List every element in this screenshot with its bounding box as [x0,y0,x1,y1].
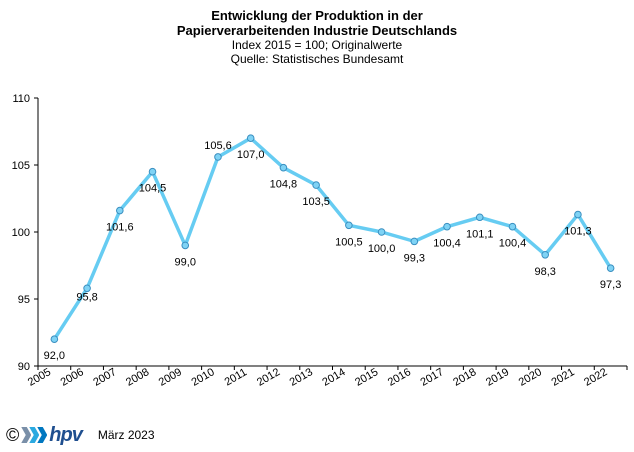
data-label: 100,5 [335,236,363,248]
data-label: 101,6 [106,222,134,234]
data-point-marker [181,241,190,250]
data-point-marker [50,335,59,344]
data-label: 107,0 [237,149,265,161]
data-label: 100,0 [368,243,396,255]
data-point-marker [541,250,549,259]
series-line [52,136,613,341]
chart-title-line-1: Entwicklung der Produktion in der [211,8,423,23]
x-tick-label: 2018 [451,366,478,389]
data-point-marker [246,134,255,142]
x-tick-label: 2012 [255,366,282,389]
y-tick-label: 100 [12,227,30,239]
x-tick-label: 2016 [386,366,413,389]
x-tick-label: 2011 [223,366,249,388]
x-tick-label: 2017 [419,366,446,389]
x-tick-label: 2009 [157,366,184,389]
chart-title-block: Entwicklung der Produktion in der Papier… [0,8,634,66]
data-point-marker [83,284,91,293]
data-label: 101,1 [466,228,494,240]
data-label: 97,3 [600,279,621,291]
data-point-marker [377,228,386,236]
chart-subtitle-source: Quelle: Statistisches Bundesamt [230,52,404,66]
data-label: 100,4 [433,238,461,250]
x-tick-label: 2007 [91,366,118,389]
data-label: 92,0 [44,350,65,362]
x-tick-label: 2013 [288,366,315,389]
data-label: 101,3 [564,226,592,238]
data-point-marker [116,206,124,215]
y-tick-label: 95 [18,294,30,306]
data-label: 103,5 [302,196,330,208]
data-label: 104,8 [270,179,298,191]
data-point-marker [148,167,157,176]
data-point-marker [508,222,517,231]
data-label: 104,5 [139,183,167,195]
data-point-marker [279,163,288,172]
x-tick-label: 2008 [124,366,151,389]
data-label: 99,0 [175,256,196,268]
chart-subtitle-index: Index 2015 = 100; Originalwerte [231,38,403,52]
hpv-logo-chevrons-icon [21,427,48,443]
footer-date: März 2023 [97,428,155,442]
chart-title-line-2: Papierverarbeitenden Industrie Deutschla… [176,23,458,38]
data-point-marker [214,153,222,161]
y-tick-label: 110 [12,93,30,105]
footer: © hpv März 2023 [6,423,155,446]
data-label: 105,6 [204,140,232,152]
x-tick-label: 2006 [59,366,86,389]
y-tick-label: 105 [12,160,30,172]
data-point-marker [312,181,320,189]
data-label: 95,8 [76,291,97,303]
data-point-marker [475,213,484,222]
x-tick-label: 2019 [484,366,511,389]
data-label: 99,3 [404,252,425,264]
data-label: 98,3 [534,266,555,278]
x-tick-label: 2010 [190,366,217,389]
x-tick-label: 2020 [517,366,544,389]
data-point-marker [410,237,419,246]
data-label: 100,4 [499,238,527,250]
copyright-symbol: © [6,424,20,445]
data-point-marker [606,264,615,272]
x-tick-label: 2022 [582,366,609,389]
x-tick-label: 2021 [549,366,576,389]
y-tick-label: 90 [18,361,30,373]
x-tick-label: 2014 [320,366,347,389]
x-tick-label: 2015 [353,366,380,389]
data-point-marker [574,210,582,219]
hpv-logo-text: hpv [49,423,83,446]
data-point-marker [443,222,451,231]
data-point-marker [345,221,353,230]
